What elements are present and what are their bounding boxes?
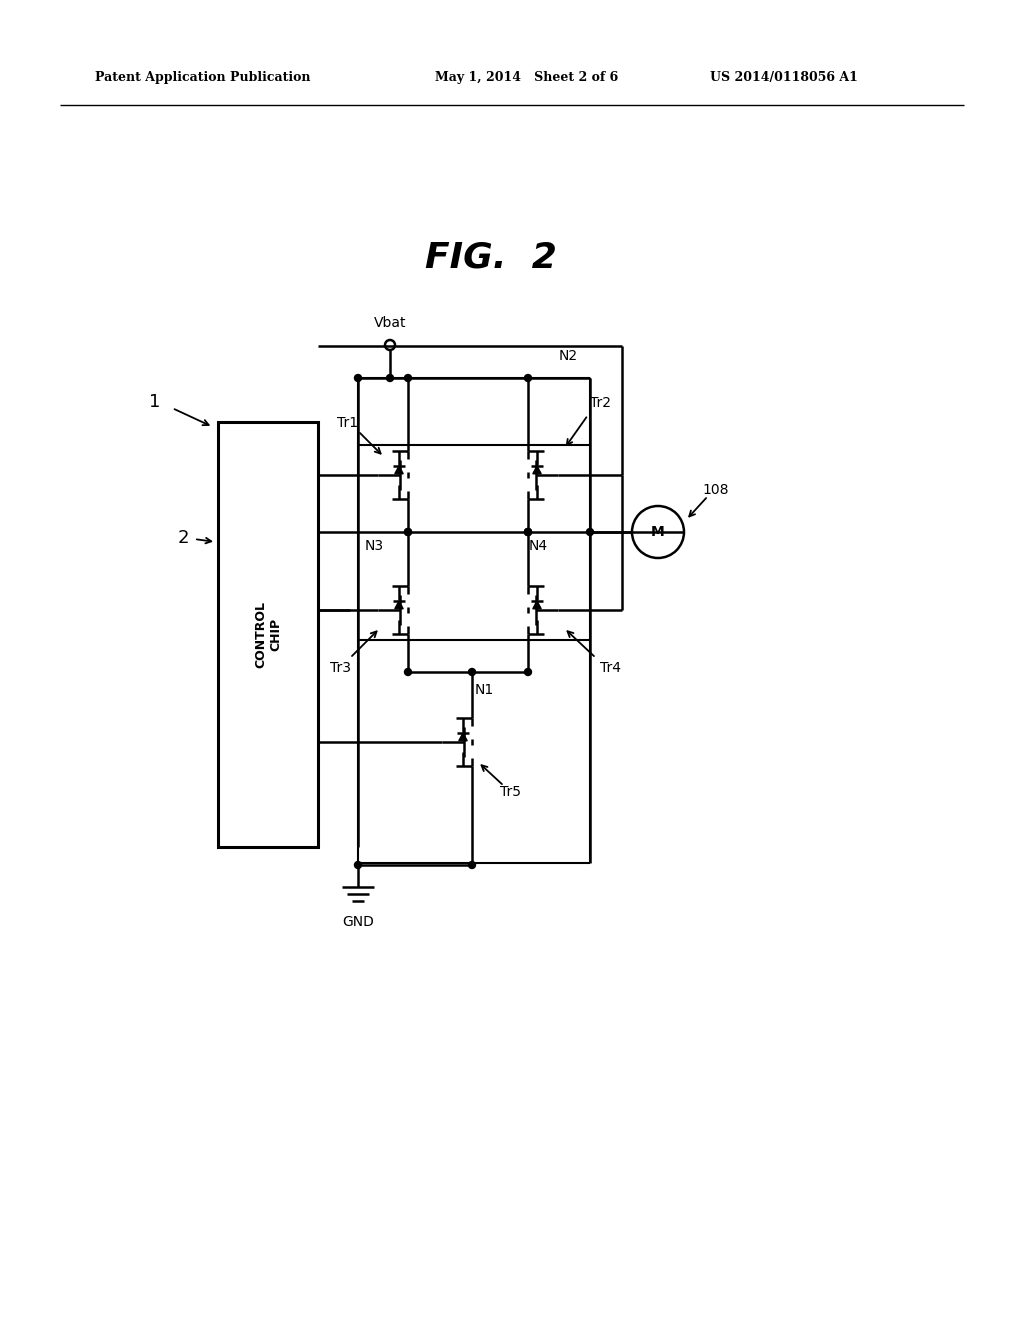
- Text: 1: 1: [150, 393, 161, 411]
- Text: Tr1: Tr1: [338, 416, 358, 430]
- Text: Tr2: Tr2: [590, 396, 610, 411]
- Circle shape: [469, 668, 475, 676]
- Text: 2: 2: [177, 529, 188, 546]
- Text: N3: N3: [365, 539, 384, 553]
- Bar: [218, 422, 318, 847]
- Text: Tr4: Tr4: [599, 661, 621, 675]
- Text: FIG.  2: FIG. 2: [425, 240, 557, 275]
- Circle shape: [469, 862, 475, 869]
- Polygon shape: [532, 466, 542, 474]
- Circle shape: [404, 375, 412, 381]
- Circle shape: [587, 528, 594, 536]
- Circle shape: [386, 375, 393, 381]
- Text: 108: 108: [702, 483, 729, 498]
- Text: GND: GND: [342, 915, 374, 929]
- Polygon shape: [459, 733, 467, 741]
- Circle shape: [354, 375, 361, 381]
- Polygon shape: [395, 601, 403, 609]
- Circle shape: [524, 375, 531, 381]
- Circle shape: [524, 528, 531, 536]
- Circle shape: [354, 862, 361, 869]
- Text: US 2014/0118056 A1: US 2014/0118056 A1: [710, 71, 858, 84]
- Text: N1: N1: [474, 682, 494, 697]
- Text: Patent Application Publication: Patent Application Publication: [95, 71, 310, 84]
- Circle shape: [524, 528, 531, 536]
- Text: CONTROL
CHIP: CONTROL CHIP: [254, 601, 282, 668]
- Text: N4: N4: [528, 539, 548, 553]
- Circle shape: [524, 668, 531, 676]
- Text: Tr5: Tr5: [500, 785, 520, 799]
- Text: N2: N2: [558, 348, 578, 363]
- Circle shape: [524, 528, 531, 536]
- Polygon shape: [395, 466, 403, 474]
- Polygon shape: [532, 601, 542, 609]
- Circle shape: [404, 668, 412, 676]
- Circle shape: [404, 528, 412, 536]
- Text: M: M: [651, 525, 665, 539]
- Text: Vbat: Vbat: [374, 315, 407, 330]
- Circle shape: [404, 528, 412, 536]
- Text: Tr3: Tr3: [330, 661, 350, 675]
- Text: May 1, 2014   Sheet 2 of 6: May 1, 2014 Sheet 2 of 6: [435, 71, 618, 84]
